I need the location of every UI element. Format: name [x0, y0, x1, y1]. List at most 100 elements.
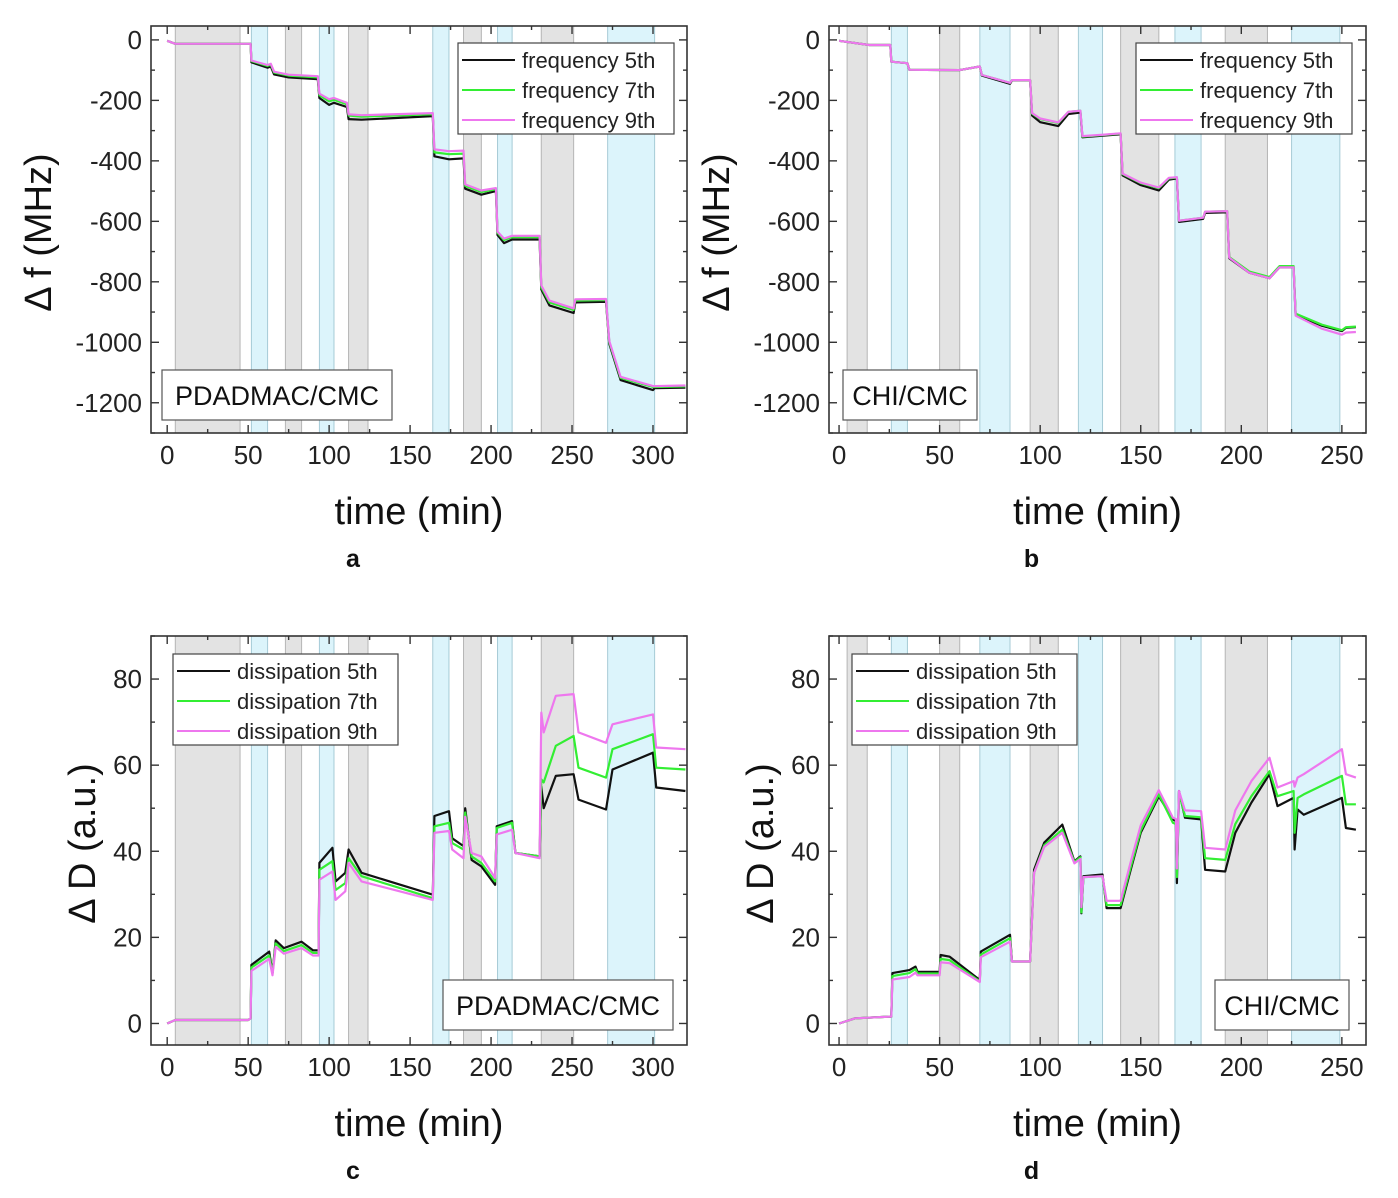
panel-c: 0 50 100 150 200 250 300 0 20 40 60 80 time (min) Δ D…	[62, 635, 688, 1185]
legend-box	[851, 653, 1078, 746]
x-tick-label: 150	[388, 440, 431, 470]
panel-letter: a	[346, 545, 361, 573]
x-tick-label: 250	[550, 1052, 593, 1082]
band-blue	[432, 26, 450, 433]
band-blue	[890, 26, 908, 433]
band-gray	[284, 26, 303, 433]
y-tick-label: 80	[113, 664, 142, 694]
band-gray	[348, 26, 369, 433]
y-tick-label: -800	[90, 267, 142, 297]
panel-a: 0 50 100 150 200 250 300 0 -200 -400 -600 -800 -1000…	[18, 25, 688, 573]
y-axis-title: Δ f (MHz)	[18, 153, 60, 311]
band-blue	[1291, 636, 1341, 1045]
y-tick-label: -800	[768, 267, 820, 297]
band-blue	[432, 636, 450, 1045]
legend-label: dissipation 9th	[237, 719, 378, 744]
plot-frame	[150, 25, 688, 434]
y-tick-label: 40	[791, 836, 820, 866]
plot-frame	[828, 635, 1367, 1046]
legend-label: dissipation 5th	[916, 659, 1057, 684]
sample-label-box	[161, 369, 393, 421]
x-tick-label: 200	[1220, 440, 1263, 470]
band-blue	[607, 636, 656, 1045]
band-blue	[250, 26, 269, 433]
band-blue	[1077, 636, 1104, 1045]
series-line-dissipation-9th	[166, 692, 686, 1025]
legend-label: dissipation 9th	[916, 719, 1057, 744]
legend-label: frequency 9th	[522, 108, 655, 133]
x-tick-label: 50	[234, 440, 263, 470]
y-tick-label: 0	[128, 1008, 142, 1038]
x-tick-label: 250	[550, 440, 593, 470]
legend-box	[172, 653, 399, 746]
sample-label: PDADMAC/CMC	[456, 991, 660, 1021]
y-tick-label: -1200	[754, 388, 821, 418]
y-tick-label: 20	[113, 922, 142, 952]
y-tick-label: 80	[791, 664, 820, 694]
y-tick-label: 60	[113, 750, 142, 780]
band-gray	[174, 26, 241, 433]
legend-label: frequency 5th	[1200, 48, 1333, 73]
y-axis-title: Δ f (MHz)	[696, 153, 738, 311]
x-tick-label: 150	[1119, 1052, 1162, 1082]
legend: frequency 5th frequency 7th frequency 9th	[1135, 42, 1353, 135]
x-tick-label: 50	[234, 1052, 263, 1082]
band-blue	[1174, 636, 1202, 1045]
x-tick-label: 0	[160, 1052, 174, 1082]
sample-label-box	[442, 979, 674, 1031]
band-gray	[1029, 26, 1059, 433]
legend: dissipation 5th dissipation 7th dissipatio…	[851, 653, 1078, 746]
legend-label: dissipation 7th	[237, 689, 378, 714]
x-tick-label: 300	[631, 1052, 674, 1082]
x-tick-label: 250	[1320, 1052, 1363, 1082]
band-blue	[1077, 26, 1104, 433]
x-tick-label: 200	[469, 1052, 512, 1082]
legend-label: frequency 5th	[522, 48, 655, 73]
legend-label: frequency 7th	[522, 78, 655, 103]
x-tick-label: 300	[631, 440, 674, 470]
sample-label: CHI/CMC	[852, 381, 968, 411]
x-tick-label: 150	[388, 1052, 431, 1082]
y-tick-label: 20	[791, 922, 820, 952]
x-tick-label: 200	[1220, 1052, 1263, 1082]
panel-letter: d	[1024, 1157, 1039, 1185]
x-tick-label: 50	[925, 1052, 954, 1082]
legend-box	[457, 42, 675, 135]
series-line-frequency-9th	[166, 39, 686, 388]
y-tick-label: -1000	[754, 327, 821, 357]
x-tick-label: 200	[469, 440, 512, 470]
y-tick-label: -600	[90, 206, 142, 236]
y-tick-label: -1000	[76, 327, 143, 357]
y-tick-label: -200	[768, 85, 820, 115]
legend-label: dissipation 7th	[916, 689, 1057, 714]
x-tick-label: 100	[307, 1052, 350, 1082]
x-tick-label: 250	[1320, 440, 1363, 470]
series-line-dissipation-9th	[838, 748, 1357, 1025]
x-tick-label: 150	[1119, 440, 1162, 470]
y-tick-label: 0	[806, 25, 820, 55]
band-gray	[1120, 636, 1160, 1045]
x-tick-label: 100	[1018, 1052, 1061, 1082]
x-axis-title: time (min)	[335, 491, 504, 533]
y-tick-label: 60	[791, 750, 820, 780]
y-tick-label: -1200	[76, 388, 143, 418]
legend: dissipation 5th dissipation 7th dissipatio…	[172, 653, 399, 746]
sample-label: PDADMAC/CMC	[175, 381, 379, 411]
x-tick-label: 0	[832, 1052, 846, 1082]
band-gray	[846, 26, 868, 433]
y-tick-label: 40	[113, 836, 142, 866]
legend-box	[1135, 42, 1353, 135]
legend-label: frequency 9th	[1200, 108, 1333, 133]
legend: frequency 5th frequency 7th frequency 9th	[457, 42, 675, 135]
plot-frame	[150, 635, 688, 1046]
x-axis-title: time (min)	[335, 1103, 504, 1145]
legend-label: frequency 7th	[1200, 78, 1333, 103]
y-tick-label: -400	[90, 146, 142, 176]
y-tick-label: 0	[128, 25, 142, 55]
band-gray	[540, 636, 575, 1045]
series-line-frequency-9th	[838, 39, 1356, 336]
sample-label-box	[842, 369, 978, 421]
y-tick-label: -200	[90, 85, 142, 115]
x-tick-label: 100	[1018, 440, 1061, 470]
sample-label: CHI/CMC	[1224, 991, 1340, 1021]
